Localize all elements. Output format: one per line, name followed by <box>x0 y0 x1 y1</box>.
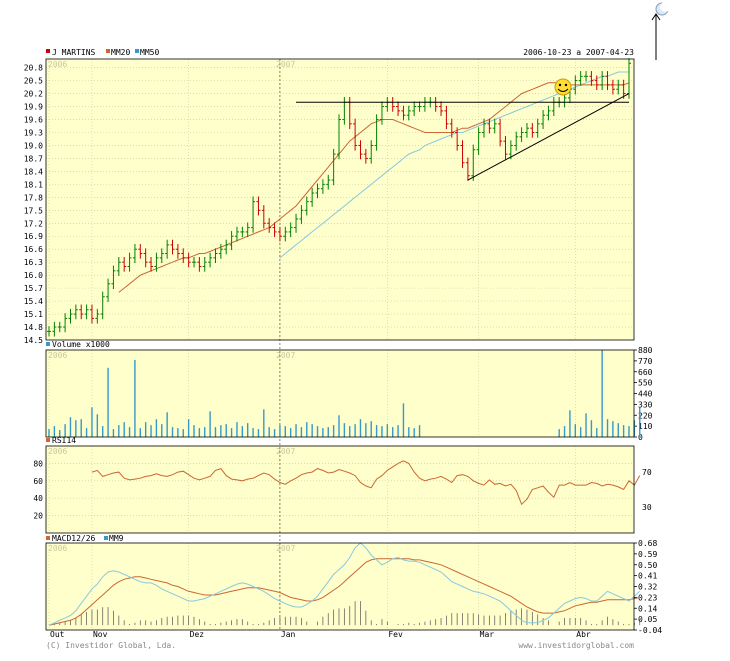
macd-signal-label: MM9 <box>109 534 124 543</box>
rsi-tick-left-3: 20 <box>33 512 43 521</box>
price-tick-7: 18.7 <box>24 154 43 163</box>
price-tick-13: 16.9 <box>24 232 43 241</box>
rsi-tick-left-2: 40 <box>33 494 43 503</box>
price-tick-5: 19.3 <box>24 128 43 137</box>
macd-panel <box>46 543 634 630</box>
month-label-Abr: Abr <box>576 630 591 639</box>
rsi-tick-left-0: 80 <box>33 459 43 468</box>
rsi-tick-left-1: 60 <box>33 477 43 486</box>
price-tick-15: 16.3 <box>24 258 43 267</box>
series-color-ma50 <box>135 49 139 53</box>
price-tick-1: 20.5 <box>24 77 43 86</box>
price-tick-18: 15.4 <box>24 297 43 306</box>
svg-text:2007: 2007 <box>276 544 295 553</box>
macd-signal-line <box>48 558 640 626</box>
volume-tick-8: 0 <box>638 433 643 442</box>
price-tick-20: 14.8 <box>24 323 43 332</box>
price-tick-16: 16.0 <box>24 271 43 280</box>
macd-tick-5: 0.23 <box>638 593 657 602</box>
month-label-Dez: Dez <box>190 630 205 639</box>
volume-tick-5: 330 <box>638 400 653 409</box>
footer-url: www.investidorglobal.com <box>518 641 634 650</box>
rsi-tick-right-0: 70 <box>642 468 652 477</box>
svg-text:2007: 2007 <box>276 351 295 360</box>
macd-title: MACD12/26 <box>52 534 96 543</box>
month-label-Mar: Mar <box>480 630 495 639</box>
macd-line <box>48 542 641 626</box>
volume-tick-7: 110 <box>638 422 653 431</box>
volume-tick-3: 550 <box>638 379 653 388</box>
volume-tick-2: 660 <box>638 368 653 377</box>
macd-tick-1: 0.59 <box>638 550 657 559</box>
svg-text:2007: 2007 <box>276 447 295 456</box>
macd-tick-8: -0.04 <box>638 626 662 635</box>
price-tick-19: 15.1 <box>24 310 43 319</box>
ma50-label: MM50 <box>140 48 159 57</box>
chart-header: J MARTINS MM20 MM50 2006-10-23 a 2007-04… <box>46 48 634 57</box>
month-label-Nov: Nov <box>93 630 108 639</box>
rsi-tick-right-1: 30 <box>642 503 652 512</box>
macd-tick-2: 0.50 <box>638 561 657 570</box>
series-color-ma20 <box>106 49 110 53</box>
support-line <box>467 93 630 181</box>
price-tick-9: 18.1 <box>24 180 43 189</box>
volume-tick-1: 770 <box>638 357 653 366</box>
price-tick-6: 19.0 <box>24 141 43 150</box>
rsi-title: RSI14 <box>52 436 76 445</box>
svg-text:2006: 2006 <box>48 351 67 360</box>
date-range-label: 2006-10-23 a 2007-04-23 <box>523 48 634 57</box>
watermark-2007: 2007 <box>276 60 295 69</box>
ma20-label: MM20 <box>111 48 130 57</box>
macd-tick-0: 0.68 <box>638 539 657 548</box>
series-color-price <box>46 49 50 53</box>
price-tick-4: 19.6 <box>24 116 43 125</box>
volume-panel <box>46 350 634 437</box>
price-tick-0: 20.8 <box>24 64 43 73</box>
macd-tick-3: 0.41 <box>638 572 657 581</box>
svg-text:2006: 2006 <box>48 447 67 456</box>
price-tick-14: 16.6 <box>24 245 43 254</box>
volume-tick-4: 440 <box>638 390 653 399</box>
price-tick-10: 17.8 <box>24 193 43 202</box>
ticker-label: J MARTINS <box>52 48 96 57</box>
rsi-panel <box>46 446 634 533</box>
watermark-2006: 2006 <box>48 60 67 69</box>
smiley-icon <box>554 78 572 96</box>
macd-tick-7: 0.05 <box>638 615 657 624</box>
price-tick-2: 20.2 <box>24 90 43 99</box>
price-tick-21: 14.5 <box>24 336 43 345</box>
volume-tick-6: 220 <box>638 411 653 420</box>
svg-text:2006: 2006 <box>48 544 67 553</box>
price-tick-17: 15.7 <box>24 284 43 293</box>
month-label-Jan: Jan <box>281 630 296 639</box>
month-label-Out: Out <box>50 630 65 639</box>
price-tick-8: 18.4 <box>24 167 43 176</box>
price-tick-11: 17.5 <box>24 206 43 215</box>
volume-tick-0: 880 <box>638 346 653 355</box>
month-label-Fev: Fev <box>388 630 403 639</box>
ma20-line <box>118 82 630 293</box>
macd-tick-4: 0.32 <box>638 583 657 592</box>
year-watermarks: 2006 2007 2006 2007 2006 2007 2006 2007 <box>48 60 295 553</box>
price-tick-12: 17.2 <box>24 219 43 228</box>
volume-title: Volume x1000 <box>52 340 110 349</box>
rsi-line <box>91 460 641 506</box>
price-tick-3: 19.9 <box>24 103 43 112</box>
moon-logo-icon <box>651 2 670 60</box>
price-panel <box>46 59 634 340</box>
footer-copyright: (C) Investidor Global, Lda. <box>46 641 176 650</box>
macd-tick-6: 0.14 <box>638 604 657 613</box>
